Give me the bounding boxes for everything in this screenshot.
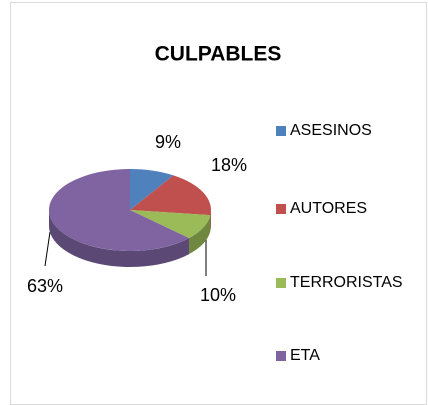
chart-title: CULPABLES	[155, 43, 282, 66]
legend-label: TERRORISTAS	[290, 274, 403, 291]
pie-slice	[130, 175, 211, 216]
pie-slice	[130, 169, 174, 210]
legend-swatch	[276, 126, 286, 136]
pie-slice	[130, 210, 211, 239]
legend-swatch	[276, 204, 286, 214]
data-label: 10%	[200, 285, 236, 305]
legend-label: AUTORES	[290, 200, 367, 217]
pie-slice	[48, 169, 190, 251]
data-label: 18%	[211, 155, 247, 175]
leader-line	[44, 231, 51, 267]
pie-side	[210, 210, 211, 232]
legend-label: ASESINOS	[290, 122, 372, 139]
pie-side	[49, 210, 190, 267]
data-label: 9%	[155, 132, 181, 152]
legend-swatch	[276, 278, 286, 288]
legend-label: ETA	[290, 347, 320, 364]
data-label: 63%	[27, 276, 63, 296]
pie-side	[189, 215, 211, 255]
legend-swatch	[276, 351, 286, 361]
